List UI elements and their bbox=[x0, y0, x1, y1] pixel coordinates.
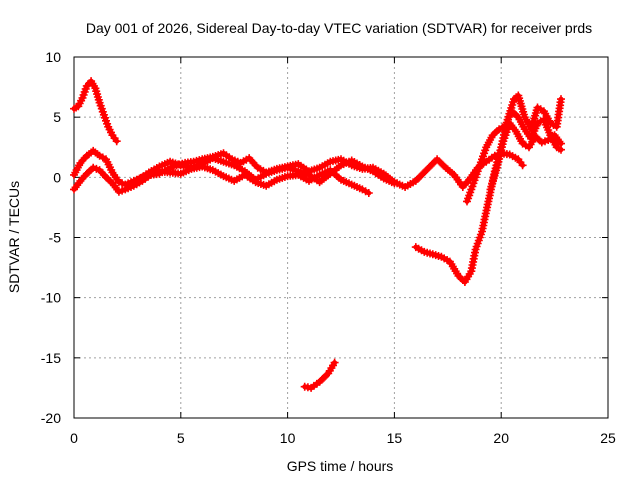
x-tick-label: 15 bbox=[387, 430, 403, 446]
y-tick-label: -15 bbox=[41, 350, 61, 366]
chart-title: Day 001 of 2026, Sidereal Day-to-day VTE… bbox=[86, 20, 592, 36]
x-tick-label: 10 bbox=[280, 430, 296, 446]
x-tick-label: 20 bbox=[493, 430, 509, 446]
x-tick-label: 25 bbox=[600, 430, 616, 446]
ticks: 0 5 10 15 20 25 -20 -15 -10 -5 0 5 10 bbox=[41, 49, 616, 446]
series-track-g bbox=[486, 119, 565, 194]
y-axis-label: SDTVAR / TECUs bbox=[6, 181, 22, 293]
y-tick-label: -20 bbox=[41, 410, 61, 426]
series-markers bbox=[486, 119, 565, 194]
y-tick-label: 10 bbox=[45, 49, 61, 65]
series-track-h bbox=[300, 358, 339, 392]
series-track-f bbox=[463, 107, 565, 206]
series-track-d bbox=[134, 154, 399, 188]
data-series bbox=[70, 77, 565, 392]
y-tick-label: -5 bbox=[49, 230, 62, 246]
y-tick-label: -10 bbox=[41, 290, 61, 306]
x-axis-label: GPS time / hours bbox=[287, 458, 394, 474]
series-markers bbox=[134, 154, 399, 188]
y-tick-label: 5 bbox=[53, 109, 61, 125]
series-markers bbox=[70, 77, 121, 146]
y-tick-label: 0 bbox=[53, 169, 61, 185]
x-tick-label: 5 bbox=[177, 430, 185, 446]
series-markers bbox=[300, 358, 339, 392]
series-track-a bbox=[70, 77, 121, 146]
x-tick-label: 0 bbox=[70, 430, 78, 446]
